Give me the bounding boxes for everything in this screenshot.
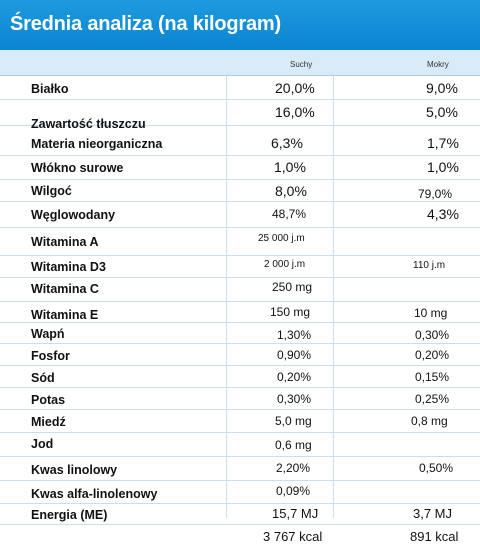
nutrient-name: Białko <box>31 82 69 96</box>
dry-value: 3 767 kcal <box>263 529 323 544</box>
dry-value: 1,0% <box>274 159 306 175</box>
nutrient-name: Fosfor <box>31 349 70 363</box>
wet-value: 110 j.m <box>413 260 446 271</box>
nutrient-name: Zawartość tłuszczu <box>31 117 146 131</box>
dry-value: 250 mg <box>272 280 313 294</box>
nutrient-name: Witamina E <box>31 308 99 322</box>
nutrient-name: Wilgoć <box>31 184 72 198</box>
table-title: Średnia analiza (na kilogram) <box>10 13 281 35</box>
dry-value: 8,0% <box>275 183 307 199</box>
dry-value: 48,7% <box>272 207 307 221</box>
dry-value: 15,7 MJ <box>272 506 319 521</box>
dry-value: 20,0% <box>275 80 315 96</box>
nutrient-name: Sód <box>31 371 55 385</box>
wet-value: 0,8 mg <box>411 414 448 428</box>
table-header-bar: Średnia analiza (na kilogram) <box>0 0 480 50</box>
wet-value: 0,50% <box>419 461 454 475</box>
dry-value: 2 000 j.m <box>264 259 306 270</box>
wet-value: 5,0% <box>426 104 458 120</box>
nutrient-name: Witamina A <box>31 235 99 249</box>
table-row: Jod 0,6 mg <box>0 433 480 457</box>
wet-value: 1,0% <box>427 159 459 175</box>
column-header-wet: Mokry <box>427 60 449 69</box>
nutrient-name: Potas <box>31 393 66 407</box>
column-header-dry: Suchy <box>290 60 313 69</box>
dry-value: 0,30% <box>277 392 312 406</box>
column-header-row: Suchy Mokry <box>0 50 480 76</box>
table-row: Miedź 5,0 mg 0,8 mg <box>0 410 480 433</box>
nutrient-name: Materia nieorganiczna <box>31 137 163 151</box>
table-row: Materia nieorganiczna 6,3% 1,7% <box>0 126 480 156</box>
table-row: Potas 0,30% 0,25% <box>0 388 480 410</box>
nutrient-name: Energia (ME) <box>31 508 108 522</box>
dry-value: 0,09% <box>276 484 311 498</box>
dry-value: 2,20% <box>276 461 311 475</box>
dry-value: 6,3% <box>271 135 303 151</box>
table-row: Witamina A 25 000 j.m <box>0 228 480 256</box>
dry-value: 5,0 mg <box>275 414 312 428</box>
nutrient-name: Włókno surowe <box>31 161 124 175</box>
dry-value: 1,30% <box>277 328 312 342</box>
table-row: Kwas linolowy 2,20% 0,50% <box>0 457 480 481</box>
dry-value: 150 mg <box>270 305 311 319</box>
nutrient-name: Miedź <box>31 415 66 429</box>
dry-value: 0,6 mg <box>275 438 312 452</box>
table-row: Białko 20,0% 9,0% <box>0 76 480 100</box>
dry-value: 0,90% <box>277 348 312 362</box>
wet-value: 0,20% <box>415 348 450 362</box>
dry-value: 25 000 j.m <box>258 233 305 244</box>
wet-value: 79,0% <box>418 187 453 201</box>
table-row: Energia (ME) 15,7 MJ 3,7 MJ <box>0 504 480 525</box>
wet-value: 0,25% <box>415 392 450 406</box>
table-row: Kwas alfa-linolenowy 0,09% <box>0 481 480 504</box>
dry-value: 16,0% <box>275 104 315 120</box>
wet-value: 891 kcal <box>410 529 459 544</box>
column-divider-2 <box>333 76 334 518</box>
nutrient-name: Wapń <box>31 327 65 341</box>
wet-value: 10 mg <box>414 306 448 320</box>
nutrient-name: Witamina D3 <box>31 260 106 274</box>
dry-value: 0,20% <box>277 370 312 384</box>
table-row: Sód 0,20% 0,15% <box>0 366 480 388</box>
table-row: Witamina D3 2 000 j.m 110 j.m <box>0 256 480 278</box>
table-row: Fosfor 0,90% 0,20% <box>0 344 480 366</box>
wet-value: 9,0% <box>426 80 458 96</box>
table-row: 3 767 kcal 891 kcal <box>0 525 480 547</box>
table-row: Włókno surowe 1,0% 1,0% <box>0 156 480 180</box>
table-row: Węglowodany 48,7% 4,3% <box>0 202 480 228</box>
nutrient-name: Węglowodany <box>31 208 116 222</box>
table-row: Witamina C 250 mg <box>0 278 480 302</box>
wet-value: 0,15% <box>415 370 450 384</box>
table-row: Witamina E 150 mg 10 mg <box>0 302 480 323</box>
wet-value: 3,7 MJ <box>413 506 453 521</box>
table-row: Wapń 1,30% 0,30% <box>0 323 480 344</box>
nutrient-name: Kwas alfa-linolenowy <box>31 487 158 501</box>
nutrient-name: Kwas linolowy <box>31 463 118 477</box>
nutrient-name: Jod <box>31 437 54 451</box>
wet-value: 4,3% <box>427 206 459 222</box>
wet-value: 0,30% <box>415 328 450 342</box>
table-row: Wilgoć 8,0% 79,0% <box>0 180 480 202</box>
wet-value: 1,7% <box>427 135 459 151</box>
column-divider-1 <box>226 76 227 518</box>
nutrient-name: Witamina C <box>31 282 99 296</box>
table-row: Zawartość tłuszczu 16,0% 5,0% <box>0 100 480 131</box>
